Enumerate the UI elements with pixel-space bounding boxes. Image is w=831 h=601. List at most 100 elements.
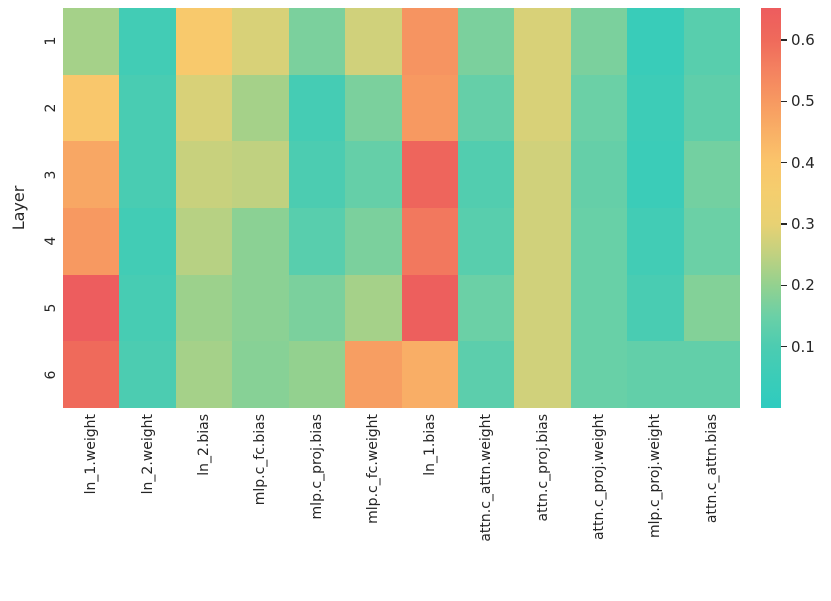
heatmap-cell — [232, 207, 289, 275]
heatmap-cell — [288, 141, 346, 208]
x-tick-label: attn.c_attn.bias — [703, 414, 720, 524]
heatmap-cell — [288, 274, 346, 342]
heatmap-cell — [232, 74, 289, 142]
heatmap-cell — [457, 274, 515, 342]
heatmap-cell — [119, 207, 176, 275]
heatmap-cell — [401, 274, 458, 342]
heatmap-cell — [457, 141, 515, 208]
y-tick-label: 3 — [43, 170, 59, 180]
heatmap-cell — [401, 341, 458, 408]
heatmap-cell — [570, 74, 628, 142]
heatmap-cell — [570, 141, 628, 208]
heatmap-cell — [232, 141, 289, 208]
heatmap-cell — [288, 341, 346, 408]
x-tick-label: attn.c_proj.bias — [534, 414, 551, 522]
heatmap-cell — [683, 141, 740, 208]
heatmap-cell — [570, 8, 628, 75]
colorbar-tick-label: 0.3 — [791, 214, 815, 233]
heatmap-cell — [514, 8, 571, 75]
heatmap-cell — [345, 8, 402, 75]
heatmap-cell — [175, 74, 233, 142]
heatmap-cell — [63, 141, 120, 208]
heatmap-cell — [401, 74, 458, 142]
heatmap-cell — [457, 74, 515, 142]
x-tick-label: ln_1.bias — [421, 414, 438, 476]
heatmap-cell — [175, 274, 233, 342]
x-tick-label: attn.c_proj.weight — [590, 414, 607, 541]
heatmap-cell — [401, 141, 458, 208]
heatmap-cell — [119, 274, 176, 342]
heatmap-cell — [683, 74, 740, 142]
x-tick-label: mlp.c_fc.weight — [365, 414, 382, 524]
heatmap-cell — [175, 141, 233, 208]
heatmap-cell — [345, 141, 402, 208]
x-tick-label: ln_2.bias — [196, 414, 213, 476]
colorbar-tick-label: 0.1 — [791, 337, 815, 356]
heatmap-cell — [683, 8, 740, 75]
heatmap-cell — [570, 207, 628, 275]
heatmap-cell — [345, 341, 402, 408]
x-tick-label: ln_2.weight — [139, 414, 156, 495]
heatmap-cell — [627, 274, 684, 342]
colorbar-tick-label: 0.6 — [791, 30, 815, 49]
heatmap-cell — [175, 207, 233, 275]
heatmap-cell — [627, 8, 684, 75]
heatmap-cell — [288, 74, 346, 142]
heatmap-cell — [570, 274, 628, 342]
y-axis-title: Layer — [9, 185, 28, 231]
heatmap-cell — [457, 8, 515, 75]
heatmap-cell — [175, 8, 233, 75]
colorbar-tick-mark — [781, 345, 787, 348]
heatmap-cell — [63, 207, 120, 275]
heatmap-cell — [288, 207, 346, 275]
heatmap-cell — [63, 341, 120, 408]
heatmap-cell — [345, 274, 402, 342]
colorbar-gradient — [761, 8, 781, 408]
heatmap-cell — [683, 274, 740, 342]
heatmap-cell — [514, 274, 571, 342]
x-tick-label: mlp.c_proj.bias — [308, 414, 325, 520]
colorbar-tick-mark — [781, 100, 787, 102]
colorbar-tick-mark — [781, 223, 787, 225]
colorbar: 0.1 0.2 0.3 0.4 0.5 0.6 — [761, 8, 831, 408]
heatmap-cell — [683, 207, 740, 275]
y-tick-label: 6 — [43, 370, 59, 380]
y-tick-label: 5 — [43, 303, 59, 313]
x-tick-label: mlp.c_proj.weight — [647, 414, 664, 539]
heatmap-cell — [63, 8, 120, 75]
y-tick-label: 2 — [43, 103, 59, 113]
heatmap-cell — [232, 341, 289, 408]
heatmap-cell — [627, 341, 684, 408]
heatmap-cell — [119, 141, 176, 208]
heatmap-plot-area — [63, 8, 740, 408]
heatmap-cell — [627, 207, 684, 275]
colorbar-tick-label: 0.2 — [791, 276, 815, 295]
heatmap-cell — [345, 207, 402, 275]
y-tick-label: 1 — [43, 36, 59, 46]
heatmap-cell — [119, 8, 176, 75]
colorbar-tick-label: 0.4 — [791, 153, 815, 172]
heatmap-cell — [514, 74, 571, 142]
y-tick-label: 4 — [43, 236, 59, 246]
heatmap-cell — [457, 207, 515, 275]
colorbar-tick-label: 0.5 — [791, 92, 815, 111]
colorbar-tick-mark — [781, 284, 787, 286]
heatmap-cell — [63, 274, 120, 342]
heatmap-cell — [627, 141, 684, 208]
heatmap-cell — [683, 341, 740, 408]
heatmap-cell — [570, 341, 628, 408]
heatmap-cell — [514, 141, 571, 208]
heatmap-cell — [514, 207, 571, 275]
heatmap-cell — [514, 341, 571, 408]
heatmap-cell — [63, 74, 120, 142]
heatmap-cell — [401, 207, 458, 275]
heatmap-cell — [345, 74, 402, 142]
heatmap-cell — [232, 274, 289, 342]
x-tick-label: mlp.c_fc.bias — [252, 414, 269, 506]
x-tick-label: attn.c_attn.weight — [478, 414, 495, 542]
colorbar-tick-mark — [781, 39, 787, 41]
heatmap-cell — [175, 341, 233, 408]
heatmap-cell — [119, 341, 176, 408]
heatmap-cell — [627, 74, 684, 142]
